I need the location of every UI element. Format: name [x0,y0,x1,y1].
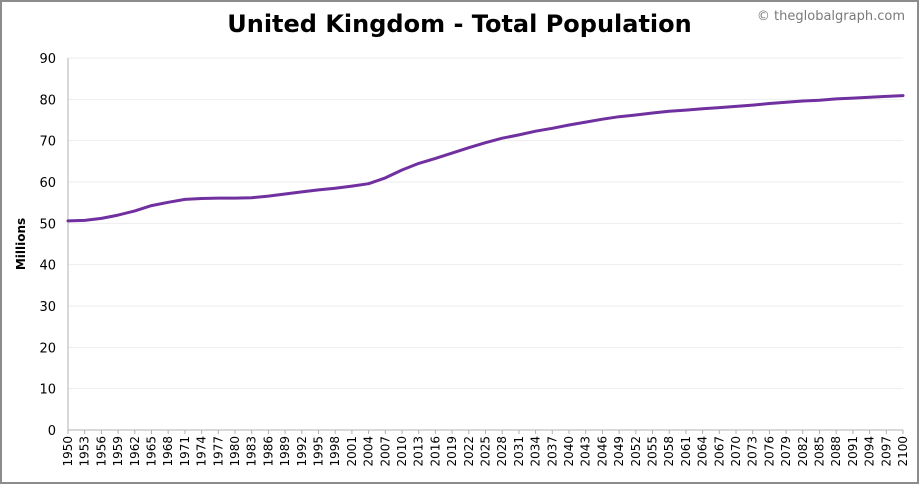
x-tick-label: 2016 [428,436,442,467]
y-tick-label: 60 [39,176,56,191]
x-tick-label: 1998 [328,436,342,467]
x-tick-label: 1965 [145,436,159,467]
x-tick-label: 1992 [295,436,309,467]
series-group [66,94,905,223]
y-axis-label: Millions [14,218,28,270]
x-tick-label: 2052 [629,436,643,467]
y-tick-label: 10 [39,383,56,398]
x-tick-label: 2076 [762,436,776,467]
x-tick-label: 2004 [362,436,376,467]
x-tick-label: 2097 [879,436,893,467]
x-tick-label: 2085 [813,436,827,467]
x-tick-label: 1971 [178,436,192,467]
x-tick-label: 2040 [562,436,576,467]
x-tick-label: 1962 [128,436,142,467]
x-tick-label: 2079 [779,436,793,467]
x-tick-label: 1986 [261,436,275,467]
x-tick-label: 2091 [846,436,860,467]
y-tick-label: 0 [48,424,56,439]
x-tick-label: 2100 [896,436,910,467]
x-tick-label: 2025 [479,436,493,467]
x-tick-label: 2010 [395,436,409,467]
x-tick-label: 2037 [545,436,559,467]
x-tick-label: 1980 [228,436,242,467]
x-tick-label: 2019 [445,436,459,467]
x-tick-label: 2061 [679,436,693,467]
chart-title: United Kingdom - Total Population [227,10,692,38]
x-tick-label: 2088 [829,436,843,467]
x-tick-label: 1956 [94,436,108,467]
x-tick-label: 2049 [612,436,626,467]
x-tick-label: 1983 [245,436,259,467]
x-axis-ticks: 1950 1953 1956 1959 1962 1965 1968 1971 1974 1977… [61,430,910,467]
x-tick-label: 1974 [195,436,209,467]
source-credit[interactable]: © theglobalgraph.com [756,9,905,24]
x-tick-label: 2022 [462,436,476,467]
axes [67,58,903,431]
x-tick-label: 2043 [579,436,593,467]
y-tick-label: 20 [39,341,56,356]
x-tick-label: 2064 [696,436,710,467]
x-tick-label: 2031 [512,436,526,467]
x-tick-label: 1989 [278,436,292,467]
x-tick-label: 1968 [161,436,175,467]
series-line-total-population [66,94,905,223]
grid-lines [68,57,903,390]
x-tick-label: 2058 [662,436,676,467]
x-tick-label: 1959 [111,436,125,467]
x-tick-label: 2013 [412,436,426,467]
x-tick-label: 1977 [211,436,225,467]
x-tick-label: 1953 [78,436,92,467]
y-tick-label: 90 [39,52,56,67]
y-tick-label: 30 [39,300,56,315]
x-tick-label: 2073 [746,436,760,467]
x-tick-label: 2028 [495,436,509,467]
x-tick-label: 2046 [595,436,609,467]
x-tick-label: 2007 [378,436,392,467]
x-tick-label: 2082 [796,436,810,467]
x-tick-label: 2067 [712,436,726,467]
y-tick-label: 80 [39,93,56,108]
x-tick-label: 1950 [61,436,75,467]
y-tick-label: 50 [39,217,56,232]
x-tick-label: 2034 [529,436,543,467]
x-tick-label: 2070 [729,436,743,467]
x-tick-label: 2001 [345,436,359,467]
y-tick-label: 40 [39,259,56,274]
y-tick-label: 70 [39,135,56,150]
x-tick-label: 2094 [863,436,877,467]
x-tick-label: 2055 [646,436,660,467]
y-axis-ticks: 0 10 20 30 40 50 60 70 80 90 [39,52,56,439]
x-tick-label: 1995 [312,436,326,467]
